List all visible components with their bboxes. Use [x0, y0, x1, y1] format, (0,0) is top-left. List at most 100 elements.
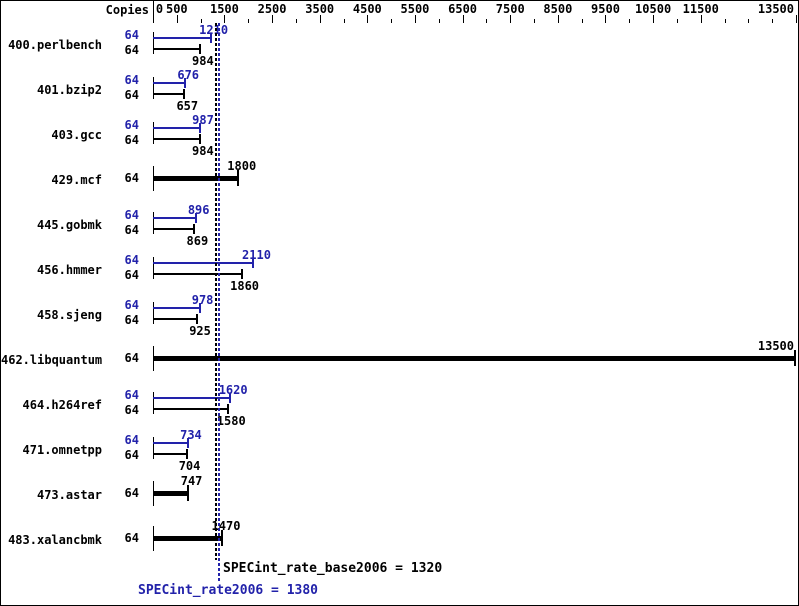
- peak-result-label: SPECint_rate2006 = 1380: [138, 583, 319, 598]
- base-bar: [153, 408, 229, 410]
- base-bar-end-cap: [196, 314, 199, 324]
- bar-start-cap: [153, 122, 154, 144]
- axis-major-tick: [367, 15, 368, 23]
- bar-start-cap: [153, 392, 154, 414]
- axis-major-tick: [605, 15, 606, 23]
- bar-start-cap: [153, 302, 154, 324]
- base-bar: [153, 176, 239, 181]
- base-bar: [153, 453, 187, 455]
- base-bar-end-cap: [198, 44, 201, 54]
- axis-major-tick: [510, 15, 511, 23]
- value-label: 1800: [227, 159, 257, 173]
- copies-value-peak: 64: [124, 298, 139, 312]
- base-bar: [153, 138, 200, 140]
- value-label: 1210: [199, 23, 229, 37]
- value-label: 925: [189, 324, 211, 338]
- base-bar: [153, 273, 242, 275]
- peak-bar: [153, 307, 200, 309]
- value-label: 704: [178, 459, 201, 473]
- bar-start-cap: [153, 32, 154, 54]
- peak-bar-end-cap: [199, 123, 201, 133]
- axis-major-tick: [320, 15, 321, 23]
- axis-minor-tick: [677, 19, 678, 23]
- axis-tick-label: 10500: [635, 2, 672, 16]
- axis-minor-tick: [629, 19, 630, 23]
- copies-value-peak: 64: [124, 208, 139, 222]
- axis-tick-label: 2500: [257, 2, 287, 16]
- axis-major-tick: [463, 15, 464, 23]
- peak-bar: [153, 37, 211, 39]
- value-label: 734: [180, 428, 202, 442]
- benchmark-label: 429.mcf: [51, 173, 102, 187]
- copies-value: 64: [124, 351, 139, 365]
- benchmark-label: 473.astar: [36, 488, 102, 502]
- copies-value-peak: 64: [124, 388, 139, 402]
- axis-tick-label: 3500: [305, 2, 335, 16]
- base-bar: [153, 356, 796, 361]
- bar-start-cap: [153, 437, 154, 459]
- copies-value-base: 64: [124, 268, 139, 282]
- benchmark-label: 462.libquantum: [1, 353, 103, 367]
- axis-tick-label: 0: [155, 2, 164, 16]
- axis-tick-label: 9500: [591, 2, 620, 16]
- axis-minor-tick: [296, 19, 297, 23]
- bar-start-cap: [153, 77, 154, 99]
- axis-tick-label: 1500: [209, 2, 239, 16]
- peak-bar-end-cap: [194, 213, 197, 223]
- axis-tick-label: 7500: [495, 2, 525, 16]
- base-bar-end-cap: [183, 89, 186, 99]
- benchmark-label: 400.perlbench: [8, 38, 102, 52]
- peak-bar: [153, 217, 196, 219]
- axis-minor-tick: [439, 19, 440, 23]
- copies-value-base: 64: [124, 223, 139, 237]
- copies-value-peak: 64: [124, 433, 139, 447]
- base-bar: [153, 228, 195, 230]
- benchmark-label: 471.omnetpp: [22, 443, 102, 457]
- axis-major-tick: [558, 15, 559, 23]
- value-label: 676: [177, 68, 200, 82]
- peak-bar-end-cap: [229, 393, 232, 403]
- axis-minor-tick: [748, 19, 749, 23]
- peak-bar: [153, 82, 186, 84]
- benchmark-label: 483.xalancbmk: [8, 533, 102, 547]
- peak-bar-end-cap: [209, 33, 212, 43]
- copies-value-peak: 64: [124, 28, 139, 42]
- base-bar: [153, 491, 189, 496]
- base-bar: [153, 536, 223, 541]
- copies-value: 64: [124, 171, 139, 185]
- copies-value-base: 64: [124, 403, 139, 417]
- copies-value-base: 64: [124, 313, 139, 327]
- base-bar: [153, 48, 200, 50]
- peak-bar: [153, 397, 231, 399]
- benchmark-label: 403.gcc: [51, 128, 102, 142]
- peak-bar-end-cap: [186, 438, 189, 448]
- axis-minor-tick: [486, 19, 487, 23]
- axis-tick-label: 13500: [757, 2, 794, 16]
- copies-value-base: 64: [124, 448, 139, 462]
- axis-tick-label: 5500: [400, 2, 430, 16]
- value-label: 896: [187, 203, 210, 217]
- base-bar-end-cap: [221, 530, 223, 546]
- benchmark-label: 458.sjeng: [36, 308, 102, 322]
- axis-major-tick: [701, 15, 702, 23]
- axis-minor-tick: [772, 19, 773, 23]
- benchmark-label: 456.hmmer: [36, 263, 102, 277]
- axis-origin-line: [153, 1, 154, 23]
- axis-major-tick: [653, 15, 654, 23]
- axis-minor-tick: [391, 19, 392, 23]
- value-label: 978: [191, 293, 214, 307]
- benchmark-label: 445.gobmk: [36, 218, 102, 232]
- value-label: 657: [176, 99, 199, 113]
- bar-start-cap: [153, 257, 154, 279]
- value-label: 1860: [230, 279, 260, 293]
- axis-tick-label: 500: [165, 2, 188, 16]
- copies-value-peak: 64: [124, 73, 139, 87]
- axis-major-tick: [796, 15, 797, 23]
- axis-major-tick: [272, 15, 273, 23]
- base-bar-end-cap: [193, 224, 196, 234]
- value-label: 869: [186, 234, 209, 248]
- base-bar: [153, 93, 185, 95]
- base-bar-end-cap: [185, 449, 188, 459]
- peak-result-refline: [218, 23, 220, 582]
